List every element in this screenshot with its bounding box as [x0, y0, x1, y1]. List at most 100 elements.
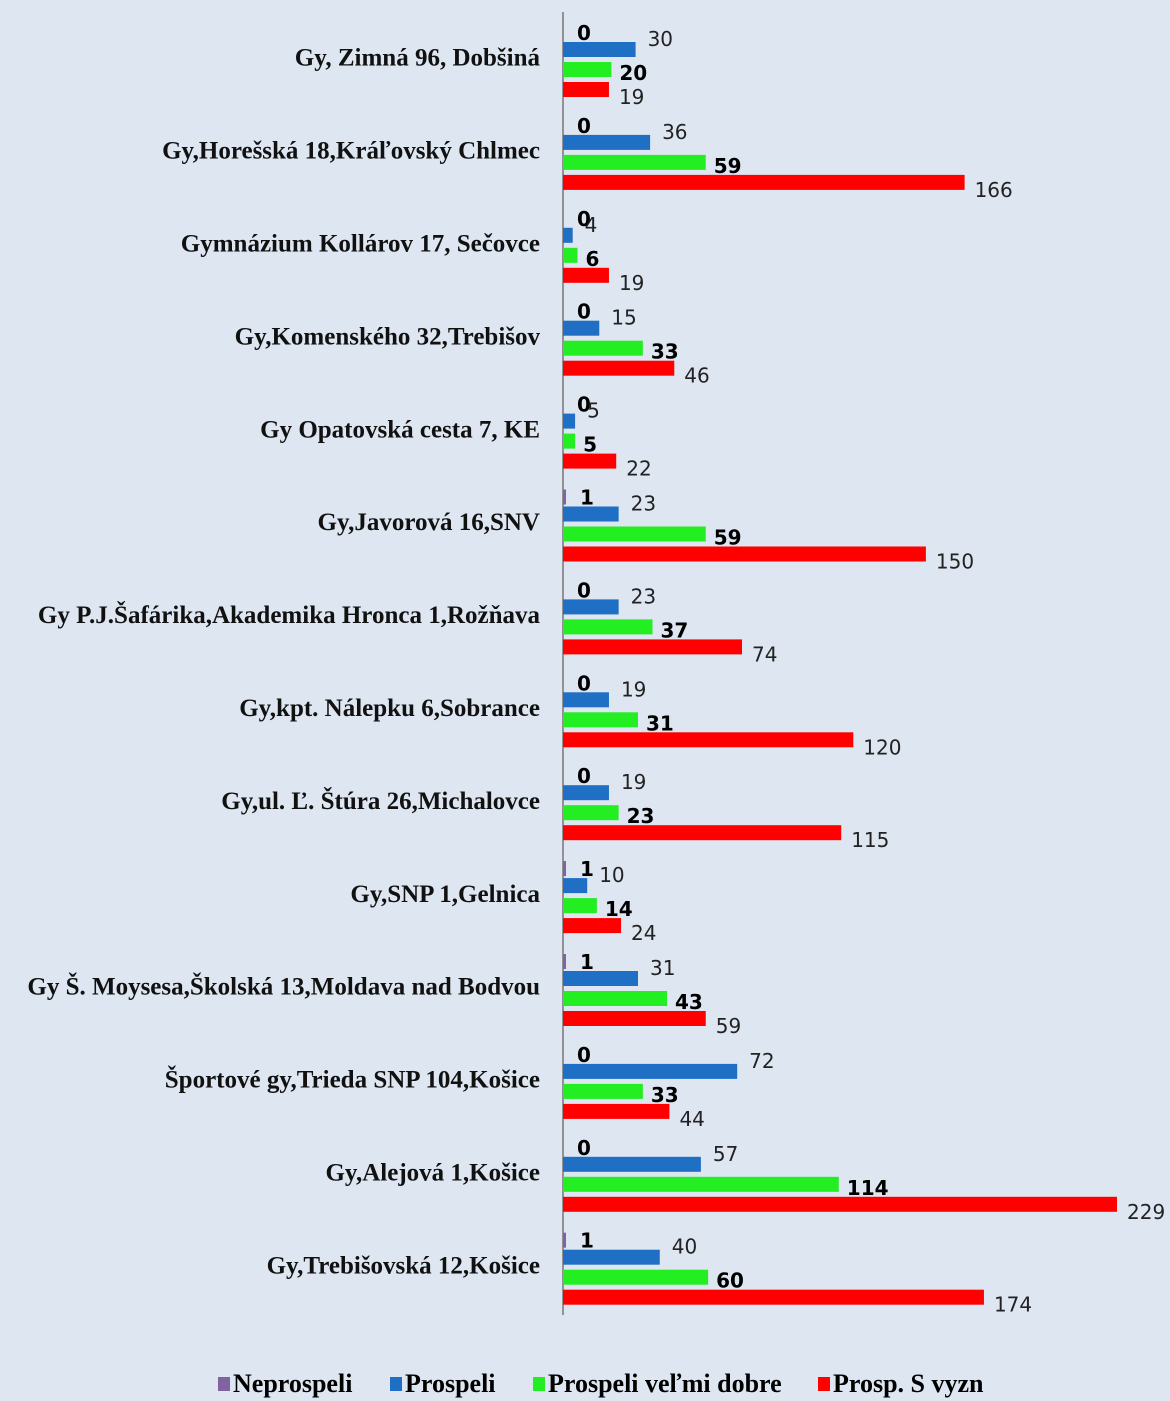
data-label: 150 [936, 550, 974, 574]
bar [563, 712, 638, 728]
bar [563, 489, 566, 505]
data-label: 5 [587, 399, 600, 423]
data-label: 74 [752, 642, 777, 666]
legend-swatch [533, 1377, 545, 1391]
data-label: 23 [631, 584, 656, 608]
data-label: 31 [646, 711, 674, 735]
data-label: 57 [713, 1142, 738, 1166]
bar [563, 1269, 709, 1285]
data-label: 36 [662, 120, 687, 144]
data-label: 1 [580, 486, 594, 510]
bar [563, 340, 643, 356]
bar [563, 692, 609, 708]
category-label: Gy P.J.Šafárika,Akademika Hronca 1,Rožňa… [38, 601, 541, 629]
data-label: 24 [631, 921, 656, 945]
category-label: Gy, Zimná 96, Dobšiná [295, 45, 541, 72]
bar [563, 1196, 1117, 1212]
data-label: 0 [577, 207, 591, 231]
data-label: 1 [580, 950, 594, 974]
data-label: 0 [577, 671, 591, 695]
bar [563, 1232, 566, 1248]
legend-label: Neprospeli [233, 1369, 352, 1398]
data-label: 31 [650, 956, 675, 980]
data-label: 166 [975, 178, 1013, 202]
data-label: 0 [577, 1136, 591, 1160]
data-label: 19 [621, 770, 646, 794]
bar [563, 174, 965, 190]
bar [563, 506, 619, 522]
category-label: Gy,Komenského 32,Trebišov [235, 323, 541, 350]
data-label: 0 [577, 578, 591, 602]
bar [563, 898, 597, 914]
data-label: 59 [716, 1014, 741, 1038]
category-label: Gy Opatovská cesta 7, KE [260, 416, 540, 443]
bar [563, 1011, 706, 1026]
data-label: 0 [577, 21, 591, 45]
bar [563, 1249, 660, 1265]
data-label: 1 [580, 1229, 594, 1253]
data-label: 10 [599, 863, 624, 887]
bar [563, 1103, 670, 1119]
data-label: 15 [611, 306, 636, 330]
category-label: Gymnázium Kollárov 17, Sečovce [181, 231, 540, 258]
data-label: 60 [716, 1269, 744, 1293]
data-label: 20 [619, 61, 647, 85]
data-label: 6 [586, 247, 600, 271]
data-label: 72 [749, 1049, 774, 1073]
category-label: Športové gy,Trieda SNP 104,Košice [165, 1066, 540, 1094]
bar [563, 619, 653, 635]
data-label: 44 [679, 1107, 704, 1131]
data-label: 120 [863, 735, 901, 759]
data-label: 37 [661, 618, 689, 642]
data-label: 174 [994, 1293, 1032, 1317]
data-label: 59 [714, 154, 742, 178]
data-label: 59 [714, 526, 742, 550]
bar [563, 1063, 738, 1079]
data-label: 23 [631, 492, 656, 516]
bar [563, 42, 636, 57]
bar [563, 134, 651, 150]
data-label: 229 [1127, 1200, 1165, 1224]
data-label: 33 [651, 1083, 679, 1107]
bar [563, 320, 600, 336]
data-label: 30 [648, 27, 673, 51]
data-label: 0 [577, 1043, 591, 1067]
category-label: Gy,Javorová 16,SNV [318, 509, 540, 536]
bar [563, 785, 609, 801]
data-label: 115 [851, 828, 889, 852]
data-label: 0 [577, 300, 591, 324]
bar [563, 599, 619, 615]
bar [563, 954, 566, 969]
bar [563, 825, 842, 841]
bar [563, 227, 573, 243]
data-label: 22 [626, 457, 651, 481]
bar [563, 1083, 643, 1099]
data-label: 4 [585, 213, 598, 237]
data-label: 19 [621, 677, 646, 701]
category-label: Gy,kpt. Nálepku 6,Sobrance [239, 695, 540, 722]
bar [563, 805, 619, 821]
data-label: 0 [577, 393, 591, 417]
data-label: 0 [577, 114, 591, 138]
bar [563, 861, 566, 877]
bar [563, 433, 576, 449]
data-label: 40 [672, 1235, 697, 1259]
bar [563, 1176, 839, 1192]
bar [563, 413, 576, 429]
bar [563, 918, 622, 934]
legend-label: Prospeli veľmi dobre [548, 1369, 782, 1398]
bar [563, 267, 609, 283]
category-label: Gy,ul. Ľ. Štúra 26,Michalovce [221, 787, 540, 815]
bar [563, 546, 926, 562]
legend-swatch [818, 1377, 830, 1391]
legend-swatch [390, 1377, 402, 1391]
bar [563, 878, 588, 894]
bar [563, 82, 609, 97]
category-label: Gy,Horešská 18,Kráľovský Chlmec [162, 138, 540, 165]
data-label: 19 [619, 271, 644, 295]
category-label: Gy,Trebišovská 12,Košice [267, 1252, 540, 1279]
bar [563, 1289, 984, 1305]
legend-label: Prosp. S vyzn [833, 1369, 984, 1398]
bar [563, 991, 668, 1006]
